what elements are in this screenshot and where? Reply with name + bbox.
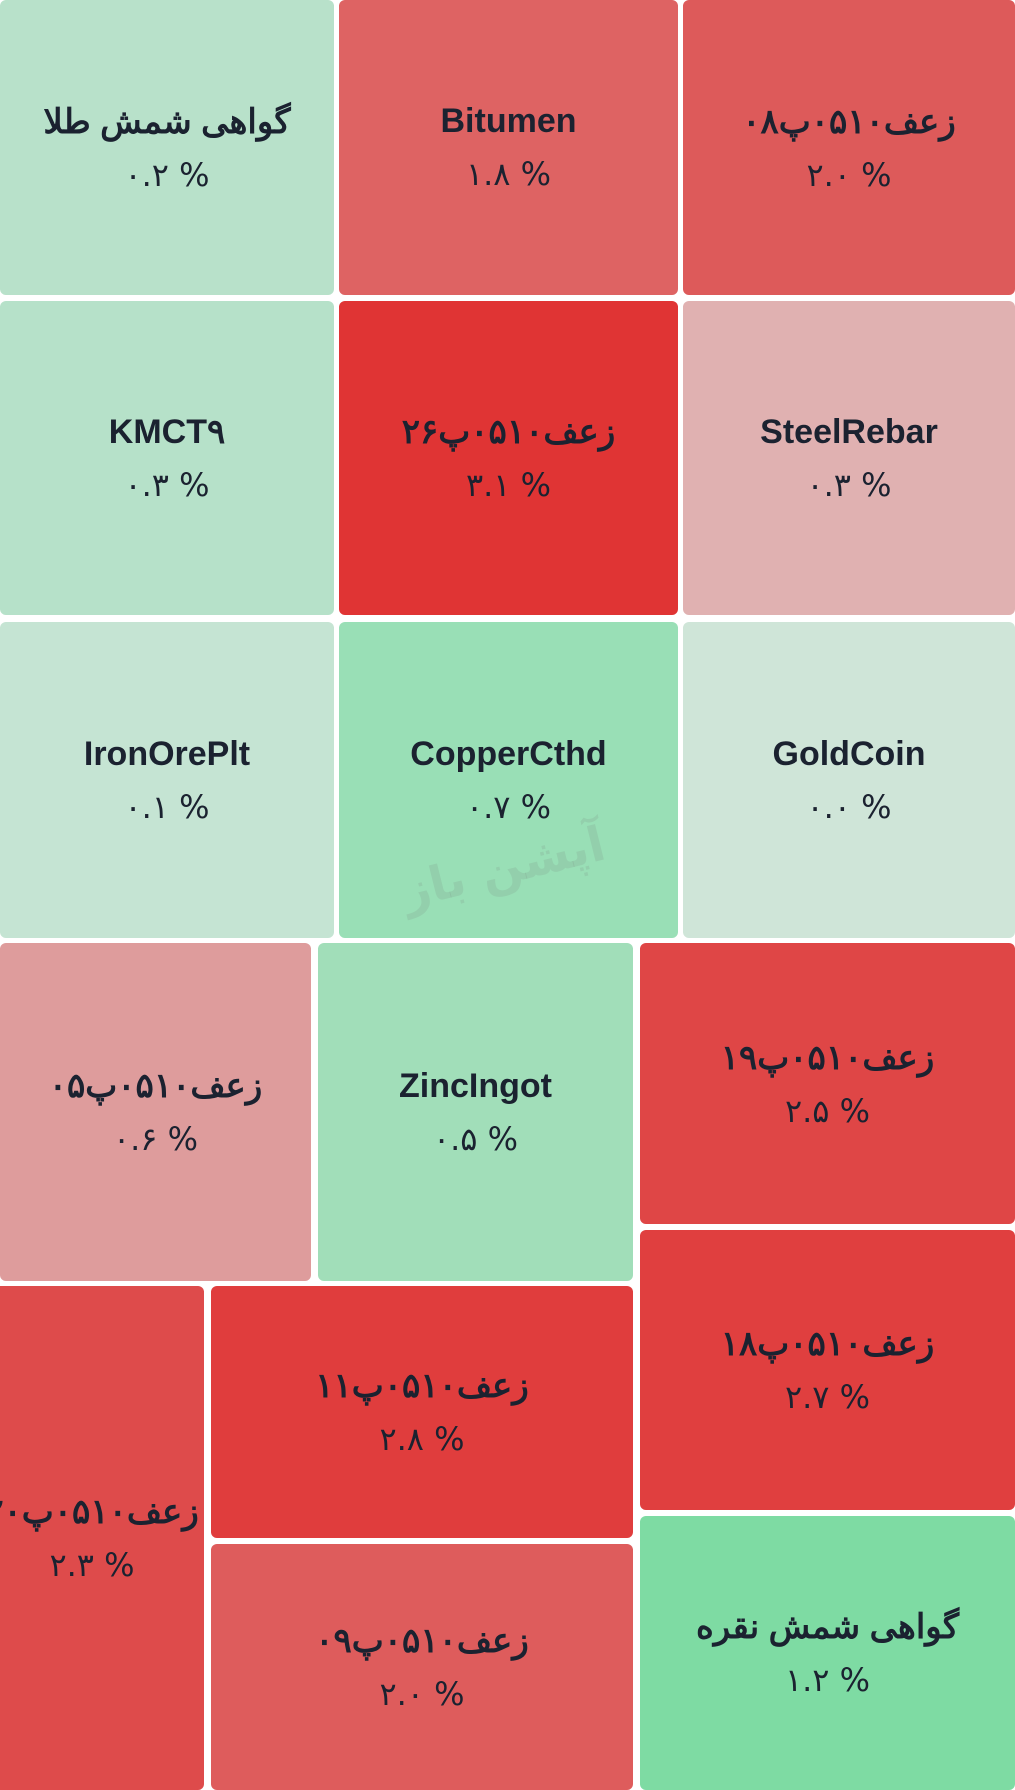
- tile-value: ۲.۵ %: [784, 1091, 871, 1130]
- tile[interactable]: زعف۰۵۱۰پ۲۶ ۳.۱ %: [339, 301, 678, 615]
- tile-value: ۲.۰ %: [806, 155, 892, 194]
- tile-value: ۳.۱ %: [465, 466, 552, 504]
- tile[interactable]: زعف۰۵۱۰پ۲۰ ۲.۳ %: [0, 1286, 204, 1790]
- tile-label: IronOrePlt: [83, 734, 251, 773]
- tile[interactable]: KMCT۹ ۰.۳ %: [0, 301, 334, 615]
- tile-label: SteelRebar: [760, 412, 938, 451]
- tile-label: زعف۰۵۱۰پ۱۹: [720, 1038, 935, 1077]
- tile-value: ۰.۰ %: [806, 787, 892, 826]
- tile-label: GoldCoin: [772, 734, 926, 773]
- tile[interactable]: GoldCoin ۰.۰ %: [683, 622, 1015, 938]
- tile-value: ۱.۲ %: [784, 1661, 871, 1699]
- tile-value: ۰.۳ %: [124, 466, 210, 504]
- tile[interactable]: ZincIngot ۰.۵ %: [318, 943, 633, 1281]
- tile-label: زعف۰۵۱۰پ۰۹: [315, 1622, 529, 1660]
- tile-value: ۰.۲ %: [124, 155, 210, 194]
- tile-label: زعف۰۵۱۰پ۰۸: [742, 102, 956, 141]
- tile[interactable]: زعف۰۵۱۰پ۱۸ ۲.۷ %: [640, 1230, 1015, 1510]
- tile-value: ۱.۸ %: [465, 155, 552, 193]
- tile-label: زعف۰۵۱۰پ۱۸: [720, 1325, 935, 1363]
- tile[interactable]: زعف۰۵۱۰پ۰۸ ۲.۰ %: [683, 0, 1015, 295]
- tile-value: ۲.۸ %: [379, 1420, 465, 1458]
- tile[interactable]: زعف۰۵۱۰پ۱۹ ۲.۵ %: [640, 943, 1015, 1224]
- tile-value: ۰.۶ %: [112, 1120, 199, 1158]
- tile-label: زعف۰۵۱۰پ۲۶: [401, 413, 616, 451]
- tile-label: زعف۰۵۱۰پ۰۵: [48, 1067, 263, 1105]
- tile[interactable]: Bitumen ۱.۸ %: [339, 0, 678, 295]
- tile-value: ۲.۳ %: [49, 1546, 135, 1584]
- tile[interactable]: زعف۰۵۱۰پ۰۵ ۰.۶ %: [0, 943, 311, 1281]
- tile-label: زعف۰۵۱۰پ۱۱: [315, 1367, 529, 1405]
- tile-label: گواهی شمش طلا: [43, 102, 291, 141]
- tile-value: ۰.۷ %: [465, 787, 552, 826]
- tile[interactable]: زعف۰۵۱۰پ۱۱ ۲.۸ %: [211, 1286, 633, 1538]
- tile-value: ۲.۷ %: [784, 1378, 871, 1416]
- tile-label: KMCT۹: [108, 413, 226, 451]
- tile-value: ۰.۳ %: [806, 465, 892, 504]
- tile[interactable]: گواهی شمش طلا ۰.۲ %: [0, 0, 334, 295]
- tile[interactable]: CopperCthd ۰.۷ %: [339, 622, 678, 938]
- tile[interactable]: SteelRebar ۰.۳ %: [683, 301, 1015, 615]
- tile-label: ZincIngot: [399, 1066, 552, 1105]
- tile-label: زعف۰۵۱۰پ۲۰: [0, 1493, 199, 1531]
- tile[interactable]: زعف۰۵۱۰پ۰۹ ۲.۰ %: [211, 1544, 633, 1790]
- tile-label: CopperCthd: [410, 734, 607, 773]
- tile-label: گواهی شمش نقره: [695, 1608, 960, 1646]
- tile-value: ۰.۵ %: [432, 1119, 519, 1158]
- tile-label: Bitumen: [440, 102, 577, 140]
- tile-value: ۲.۰ %: [379, 1675, 465, 1713]
- tile-value: ۰.۱ %: [124, 787, 210, 826]
- tile[interactable]: گواهی شمش نقره ۱.۲ %: [640, 1516, 1015, 1790]
- tile[interactable]: IronOrePlt ۰.۱ %: [0, 622, 334, 938]
